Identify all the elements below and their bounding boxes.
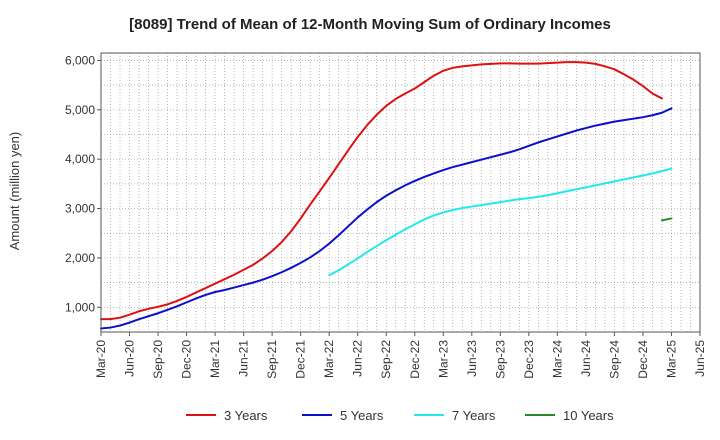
x-tick-label: Mar-21 (208, 340, 222, 378)
x-tick-label: Dec-22 (408, 340, 422, 379)
x-tick-label: Jun-22 (351, 340, 365, 377)
series-line-7-years (328, 167, 673, 277)
series-layer (100, 61, 673, 330)
y-axis-label: Amount (million yen) (7, 132, 22, 251)
x-tick-label: Sep-20 (151, 340, 165, 379)
legend-label: 10 Years (563, 408, 614, 423)
x-tick-label: Dec-21 (294, 340, 308, 379)
series-line-10-years (660, 217, 673, 222)
x-tick-label: Mar-20 (94, 340, 108, 378)
y-tick-label: 2,000 (65, 251, 95, 265)
x-tick-label: Jun-21 (237, 340, 251, 377)
x-tick-label: Sep-23 (493, 340, 507, 379)
x-tick-label: Jun-25 (693, 340, 707, 377)
y-tick-label: 4,000 (65, 152, 95, 166)
legend-label: 7 Years (452, 408, 496, 423)
chart-title: [8089] Trend of Mean of 12-Month Moving … (129, 16, 611, 33)
legend-label: 5 Years (340, 408, 384, 423)
x-tick-label: Mar-22 (322, 340, 336, 378)
x-tick-label: Dec-24 (636, 340, 650, 379)
y-tick-label: 5,000 (65, 103, 95, 117)
plot-frame (100, 52, 701, 333)
legend-label: 3 Years (224, 408, 268, 423)
x-tick-label: Jun-24 (579, 340, 593, 377)
x-tick-label: Jun-20 (123, 340, 137, 377)
x-tick-label: Sep-22 (379, 340, 393, 379)
y-tick-label: 1,000 (65, 300, 95, 314)
x-tick-label: Mar-24 (550, 340, 564, 378)
y-tick-label: 3,000 (65, 202, 95, 216)
axis-layer: 1,000 2,000 3,000 4,000 5,000 6,000 Mar-20 Jun-… (65, 52, 707, 379)
x-tick-label: Jun-23 (465, 340, 479, 377)
x-tick-label: Mar-23 (436, 340, 450, 378)
x-tick-label: Dec-23 (522, 340, 536, 379)
x-tick-label: Sep-24 (607, 340, 621, 379)
series-line-3-years (100, 61, 663, 321)
legend: 3 Years 5 Years 7 Years 10 Years (186, 408, 614, 423)
grid-layer (101, 53, 700, 332)
series-line-5-years (100, 107, 673, 330)
x-tick-label: Sep-21 (265, 340, 279, 379)
x-tick-label: Dec-20 (180, 340, 194, 379)
y-tick-label: 6,000 (65, 53, 95, 67)
x-tick-label: Mar-25 (664, 340, 678, 378)
